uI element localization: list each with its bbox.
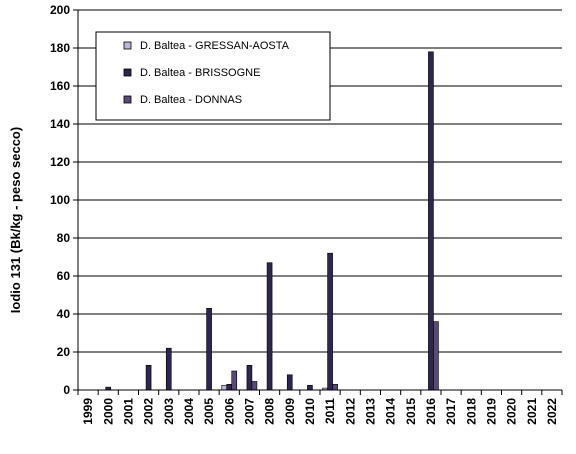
x-tick-label: 2012 <box>343 398 357 425</box>
x-tick-label: 2018 <box>464 398 478 425</box>
bar-2008-series-2 <box>266 262 273 391</box>
y-tick-label: 200 <box>50 3 70 17</box>
bar-2006-series-3 <box>231 370 238 391</box>
x-tick-label: 2013 <box>363 398 377 425</box>
legend: D. Baltea - GRESSAN-AOSTA D. Baltea - BRI… <box>95 31 331 121</box>
bar-2011-series-2 <box>327 252 333 391</box>
y-tick-label: 40 <box>57 307 71 321</box>
x-tick-label: 2016 <box>424 398 438 425</box>
y-tick-label: 60 <box>57 269 71 283</box>
x-tick-label: 1999 <box>81 398 95 425</box>
y-tick-label: 160 <box>50 79 70 93</box>
x-tick-label: 2004 <box>182 398 196 425</box>
bar-2003-series-2 <box>165 347 172 391</box>
x-tick-label: 2003 <box>162 398 176 425</box>
y-tick-label: 80 <box>57 231 71 245</box>
x-tick-label: 2001 <box>121 398 135 425</box>
x-tick-label: 2017 <box>444 398 458 425</box>
bar-2007-series-3 <box>251 381 258 391</box>
y-tick-label: 0 <box>63 383 70 397</box>
x-tick-label: 2005 <box>202 398 216 425</box>
x-tick-label: 2007 <box>242 398 256 425</box>
legend-label: D. Baltea - GRESSAN-AOSTA <box>140 40 290 52</box>
legend-swatch <box>123 41 132 50</box>
x-tick-label: 2000 <box>101 398 115 425</box>
bar-2006-series-1 <box>221 384 228 391</box>
bar-2007-series-2 <box>246 364 253 391</box>
x-tick-label: 2021 <box>525 398 539 425</box>
x-tick-label: 2011 <box>323 398 337 424</box>
x-tick-label: 2006 <box>222 398 236 425</box>
legend-label: D. Baltea - DONNAS <box>140 94 242 106</box>
y-axis-label: Iodio 131 (Bk/kg - peso secco) <box>8 127 23 313</box>
x-tick-label: 2009 <box>283 398 297 425</box>
bar-2011-series-3 <box>332 383 338 391</box>
legend-swatch <box>123 68 132 77</box>
bar-2006-series-2 <box>226 383 233 391</box>
bar-2002-series-2 <box>145 364 152 391</box>
x-tick-label: 2015 <box>404 398 418 425</box>
x-tick-label: 2008 <box>263 398 277 425</box>
bar-2005-series-2 <box>206 307 212 391</box>
y-tick-label: 100 <box>50 193 70 207</box>
bar-2010-series-2 <box>307 384 313 391</box>
y-tick-label: 120 <box>50 155 70 169</box>
axes <box>77 10 563 395</box>
legend-swatch <box>123 95 132 104</box>
legend-label: D. Baltea - BRISSOGNE <box>140 67 260 79</box>
x-tick-label: 2010 <box>303 398 317 425</box>
bar-2016-series-2 <box>428 51 434 391</box>
y-tick-label: 20 <box>57 345 71 359</box>
x-tick-label: 2014 <box>384 398 398 425</box>
tick-labels: 0 20 40 60 80 100 120 140 160 180 200 1999 2000 2001 2… <box>50 3 559 425</box>
y-tick-label: 180 <box>50 41 70 55</box>
x-tick-label: 2019 <box>484 398 498 425</box>
x-tick-label: 2002 <box>142 398 156 425</box>
bars <box>105 51 439 391</box>
x-tick-label: 2022 <box>545 398 559 425</box>
y-tick-label: 140 <box>50 117 70 131</box>
bar-2009-series-2 <box>286 374 293 391</box>
x-tick-label: 2020 <box>505 398 519 425</box>
bar-2016-series-3 <box>433 321 439 391</box>
